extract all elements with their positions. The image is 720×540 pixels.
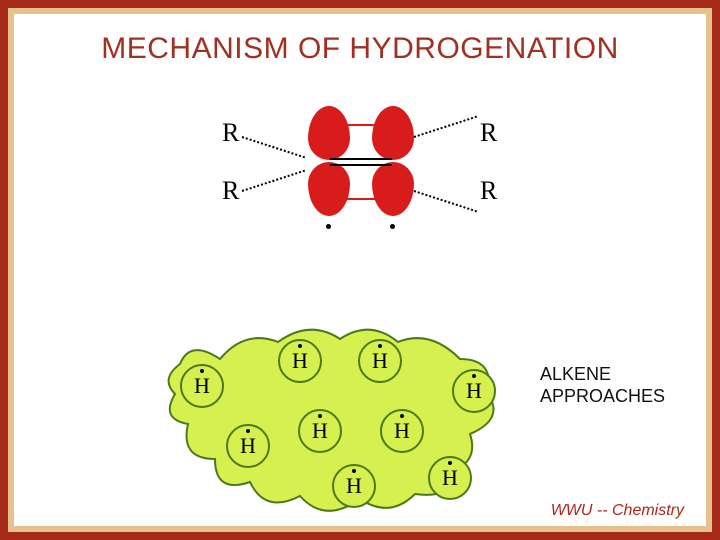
pi-lobe-right-bottom — [372, 162, 414, 216]
h-radical-dot-2 — [378, 344, 382, 348]
h-atom-4: H — [226, 424, 270, 468]
r-label-top-left: R — [222, 118, 239, 148]
diagram-area: R R R R HHHHHHHHH — [130, 104, 590, 484]
h-radical-dot-6 — [400, 414, 404, 418]
h-radical-dot-3 — [472, 374, 476, 378]
pi-lobe-left-bottom — [308, 162, 350, 216]
pi-lobe-right-top — [372, 106, 414, 160]
inner-border: MECHANISM OF HYDROGENATION R — [8, 8, 712, 532]
h-radical-dot-7 — [352, 469, 356, 473]
slide-title: MECHANISM OF HYDROGENATION — [14, 32, 706, 66]
r-bond-bot-left — [242, 170, 305, 192]
h-atom-6: H — [380, 409, 424, 453]
radical-dot-left — [326, 224, 331, 229]
annotation-line2: APPROACHES — [540, 386, 665, 406]
h-radical-dot-1 — [298, 344, 302, 348]
pi-bond-top — [328, 124, 394, 126]
r-label-top-right: R — [480, 118, 497, 148]
footer-credit: WWU -- Chemistry — [551, 502, 684, 520]
r-label-bot-left: R — [222, 176, 239, 206]
h-atom-3: H — [452, 369, 496, 413]
sigma-bond-2 — [330, 164, 392, 166]
h-atom-7: H — [332, 464, 376, 508]
annotation-line1: ALKENE — [540, 364, 611, 384]
radical-dot-right — [390, 224, 395, 229]
r-label-bot-right: R — [480, 176, 497, 206]
h-radical-dot-5 — [318, 414, 322, 418]
r-bond-top-right — [414, 116, 477, 138]
r-bond-bot-right — [414, 190, 477, 212]
pi-bond-bottom — [328, 198, 394, 200]
alkene-group: R R R R — [220, 104, 500, 254]
h-atom-2: H — [358, 339, 402, 383]
h-radical-dot-4 — [246, 429, 250, 433]
r-bond-top-left — [242, 136, 305, 158]
h-atom-5: H — [298, 409, 342, 453]
h-atom-0: H — [180, 364, 224, 408]
slide-page: MECHANISM OF HYDROGENATION R — [14, 14, 706, 526]
h-atom-8: H — [428, 456, 472, 500]
h-radical-dot-8 — [448, 461, 452, 465]
pi-lobe-left-top — [308, 106, 350, 160]
h-atom-1: H — [278, 339, 322, 383]
sigma-bond-1 — [330, 158, 392, 160]
annotation-label: ALKENE APPROACHES — [540, 364, 690, 407]
h-radical-dot-0 — [200, 369, 204, 373]
outer-border: MECHANISM OF HYDROGENATION R — [0, 0, 720, 540]
